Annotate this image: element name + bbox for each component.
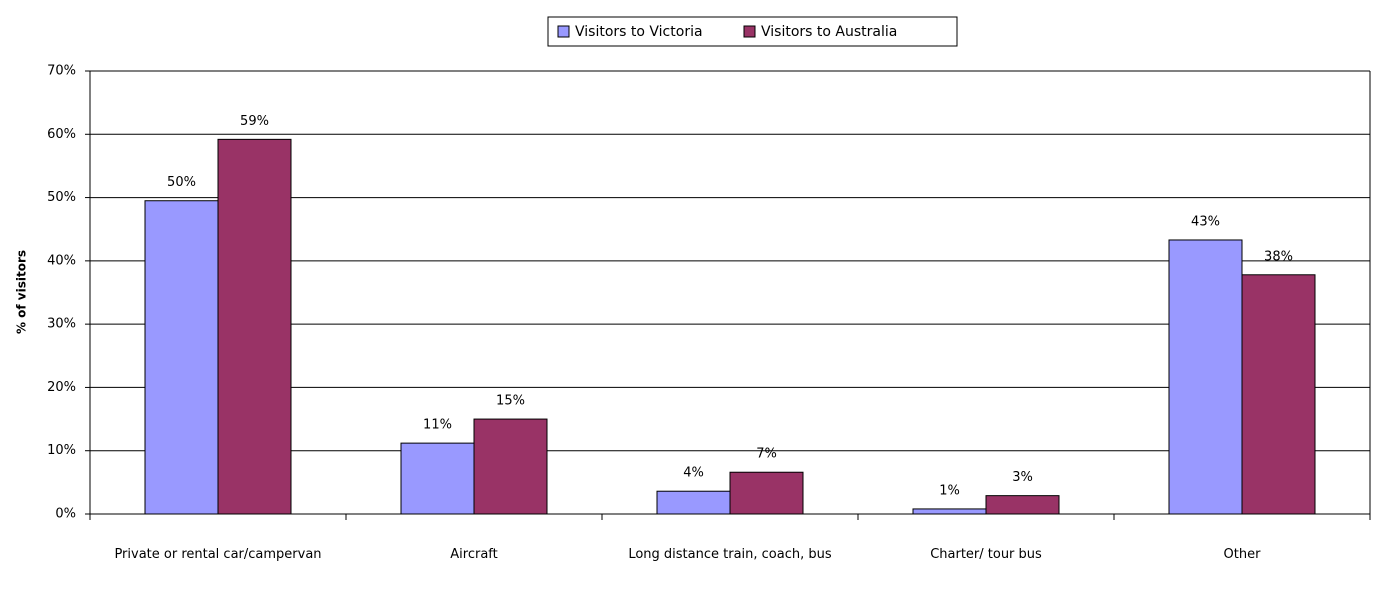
x-tick-label: Private or rental car/campervan: [114, 547, 322, 562]
bar: [217, 138, 292, 515]
value-label: 15%: [496, 394, 525, 409]
y-tick-label: 10%: [47, 443, 76, 458]
value-label: 7%: [756, 447, 777, 462]
value-label: 59%: [240, 114, 269, 129]
x-tick-label: Charter/ tour bus: [930, 547, 1042, 562]
legend-swatch: [743, 25, 756, 38]
value-label: 4%: [683, 466, 704, 481]
y-tick-label: 20%: [47, 380, 76, 395]
legend-label: Visitors to Australia: [761, 24, 897, 40]
y-tick-label: 50%: [47, 190, 76, 205]
y-axis-label: % of visitors: [15, 250, 29, 334]
value-label: 1%: [939, 483, 960, 498]
bar: [985, 495, 1060, 515]
y-tick-label: 70%: [47, 64, 76, 79]
y-tick-label: 60%: [47, 127, 76, 142]
legend-label: Visitors to Victoria: [575, 24, 703, 40]
x-tick-label: Other: [1223, 547, 1261, 562]
y-tick-label: 40%: [47, 253, 76, 268]
bar: [400, 442, 475, 515]
y-tick-label: 0%: [55, 507, 76, 522]
bar: [144, 200, 219, 515]
legend-swatch: [557, 25, 570, 38]
value-label: 38%: [1264, 249, 1293, 264]
value-label: 3%: [1012, 470, 1033, 485]
x-tick-label: Long distance train, coach, bus: [628, 547, 832, 562]
y-tick-label: 30%: [47, 317, 76, 332]
bar: [912, 508, 987, 515]
value-label: 50%: [167, 175, 196, 190]
bar: [1241, 274, 1316, 515]
bar: [473, 418, 548, 515]
bar: [729, 471, 804, 515]
bar: [656, 490, 731, 515]
x-tick-label: Aircraft: [450, 547, 498, 562]
value-label: 43%: [1191, 214, 1220, 229]
bar: [1168, 239, 1243, 515]
value-label: 11%: [423, 418, 452, 433]
